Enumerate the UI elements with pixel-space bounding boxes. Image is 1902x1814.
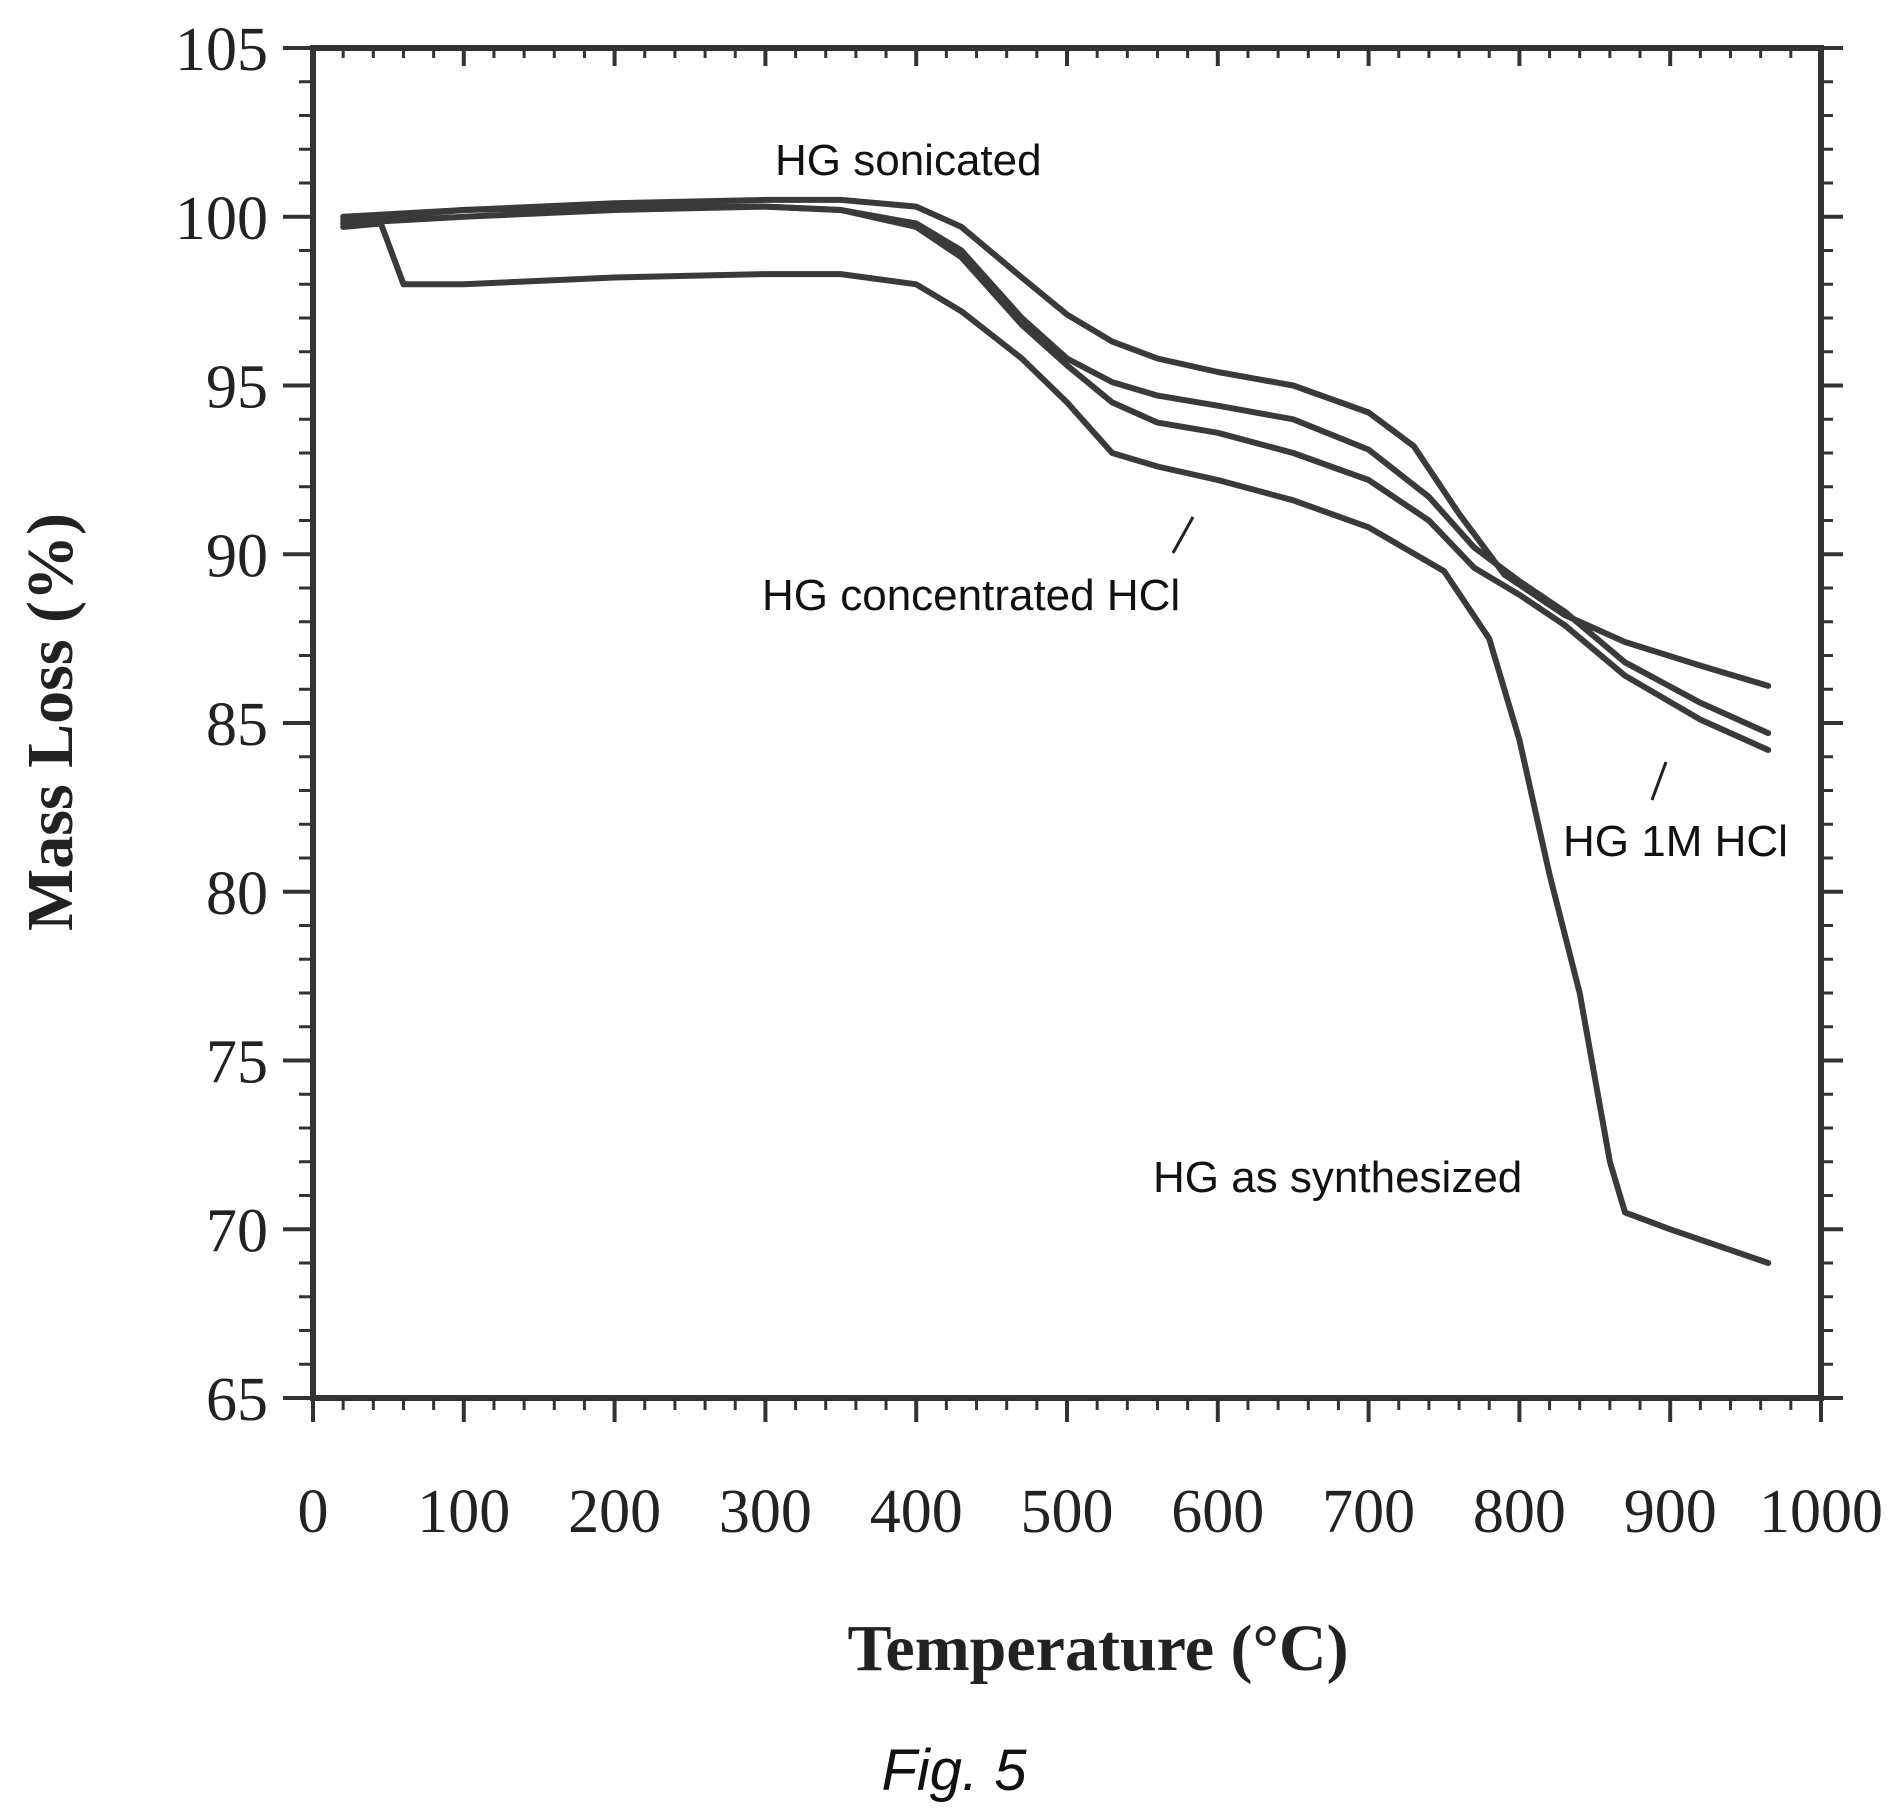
y-axis-title: Mass Loss (%) xyxy=(14,513,87,931)
x-tick-label: 300 xyxy=(719,1478,812,1546)
y-tick-label: 100 xyxy=(175,185,268,253)
x-tick-label: 1000 xyxy=(1759,1478,1883,1546)
x-tick-label: 400 xyxy=(870,1478,963,1546)
x-tick-label: 600 xyxy=(1171,1478,1264,1546)
annotation-hg-as-synthesized: HG as synthesized xyxy=(1153,1153,1522,1202)
y-tick-label: 75 xyxy=(206,1029,268,1097)
series-line-hg-as-synthesized xyxy=(340,220,1772,1266)
x-tick-label: 0 xyxy=(298,1478,329,1546)
plot-frame xyxy=(310,45,1824,1401)
figure-caption: Fig. 5 xyxy=(881,1738,1027,1803)
x-tick-label: 200 xyxy=(568,1478,661,1546)
y-tick-label: 65 xyxy=(206,1366,268,1434)
series-lines xyxy=(340,196,1772,1266)
x-tick-label: 900 xyxy=(1624,1478,1717,1546)
annotation-hg-sonicated: HG sonicated xyxy=(775,136,1042,185)
series-line-hg-concentrated-hcl xyxy=(340,203,1772,737)
annotation-hg-1m-hcl: HG 1M HCl xyxy=(1563,817,1788,866)
x-axis-title: Temperature (°C) xyxy=(847,1612,1348,1685)
y-tick-label: 70 xyxy=(206,1197,268,1265)
x-tick-label: 100 xyxy=(417,1478,510,1546)
y-tick-label: 95 xyxy=(206,354,268,422)
y-tick-label: 90 xyxy=(206,522,268,590)
x-tick-label: 700 xyxy=(1322,1478,1415,1546)
annotation-hg-concentrated-hcl: HG concentrated HCl xyxy=(762,571,1180,620)
y-tick-label: 85 xyxy=(206,691,268,759)
x-tick-label: 800 xyxy=(1473,1478,1566,1546)
series-line-hg-1m-hcl xyxy=(340,203,1772,753)
annotations: HG sonicated HG concentrated HCl HG 1M H… xyxy=(762,136,1788,1202)
x-tick-label: 500 xyxy=(1021,1478,1114,1546)
y-tick-label: 80 xyxy=(206,860,268,928)
leader-line-1m-hcl xyxy=(1650,761,1668,801)
y-tick-label: 105 xyxy=(175,16,268,84)
axes: 0 100 200 300 400 500 600 700 800 900 1000 65 70 75 80… xyxy=(175,16,1883,1546)
leader-line-concentrated-hcl xyxy=(1171,516,1195,554)
